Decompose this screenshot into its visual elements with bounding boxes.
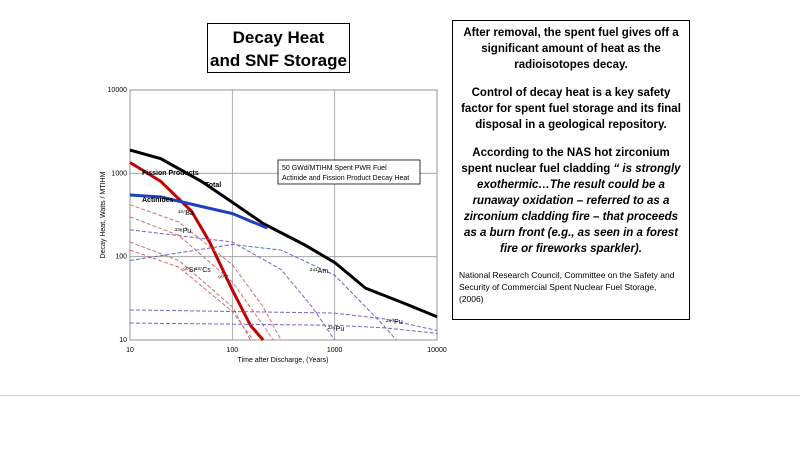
legend-text: 50 GWd/MTIHM Spent PWR Fuel (282, 165, 387, 172)
series-line (129, 216, 274, 341)
series-label: ⁹⁰Y (218, 274, 229, 282)
series-line (129, 148, 438, 319)
y-tick-label: 10000 (108, 87, 128, 94)
x-tick-label: 10000 (427, 347, 447, 354)
series-label: ²⁴¹Am (310, 268, 328, 275)
quote: “ is strongly exothermic…The result coul… (463, 163, 681, 255)
series-line (129, 309, 438, 331)
paragraph: Control of decay heat is a key safety fa… (461, 87, 681, 131)
series-label: Actinides (142, 197, 174, 204)
series-line (129, 193, 268, 230)
series-label: Fission Products (142, 170, 199, 177)
series-label: Total (205, 182, 221, 189)
series-label: ²³⁹Pu (328, 326, 344, 333)
x-tick-label: 10 (126, 347, 134, 354)
chart: Decay Heat, Watts / MTIHM Time after Dis… (100, 87, 447, 364)
y-tick-label: 100 (115, 254, 127, 261)
series-line (129, 249, 254, 341)
x-tick-label: 1000 (327, 347, 343, 354)
series-label: ²³⁸Pu (175, 228, 191, 235)
series-line (129, 322, 438, 334)
series-label: ¹³⁷Ba (178, 210, 194, 217)
text-span: According to the NAS hot zirconium spent… (461, 147, 670, 175)
title-line: Decay Heat (232, 28, 325, 47)
x-axis-label: Time after Discharge, (Years) (238, 357, 329, 364)
series-label: ²⁴⁰Pu (386, 318, 403, 326)
paragraph: According to the NAS hot zirconium spent… (459, 145, 683, 257)
title-box: Decay Heat and SNF Storage (207, 23, 350, 73)
reference: National Research Council, Committee on … (459, 270, 675, 304)
text-box: After removal, the spent fuel gives off … (452, 20, 690, 320)
y-axis-label: Decay Heat, Watts / MTIHM (100, 171, 107, 258)
series-line (129, 204, 282, 341)
series-line (129, 241, 251, 341)
series-label: ¹³⁷Cs (195, 267, 211, 274)
series-line (129, 161, 265, 341)
legend-text: Actinide and Fission Product Decay Heat (282, 175, 409, 182)
y-tick-label: 10 (119, 337, 127, 344)
paragraph: After removal, the spent fuel gives off … (463, 27, 679, 71)
y-tick-label: 1000 (111, 170, 127, 177)
plot-frame (129, 89, 438, 341)
series-line (129, 229, 336, 341)
divider (0, 395, 800, 396)
x-tick-label: 100 (226, 347, 238, 354)
legend-box (277, 159, 421, 185)
title-line: and SNF Storage (210, 51, 347, 70)
series-label: ⁹⁰Sr (183, 266, 196, 274)
